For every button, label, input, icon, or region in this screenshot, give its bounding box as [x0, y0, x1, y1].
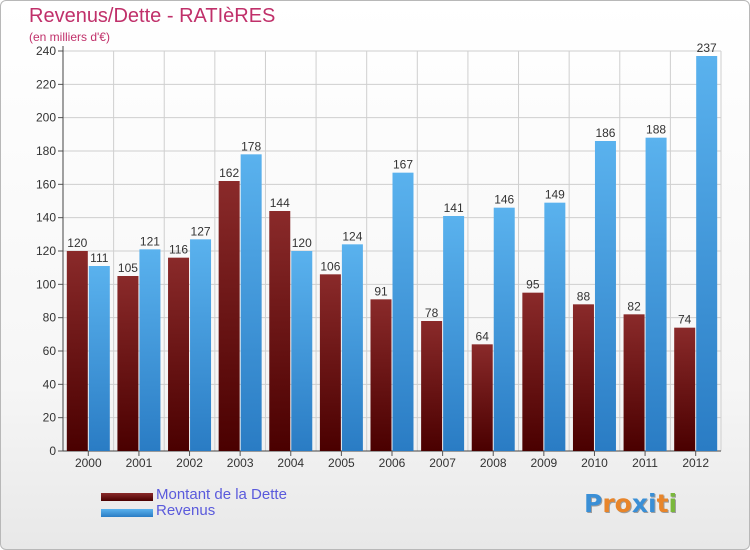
bar-revenus	[341, 244, 363, 451]
bar-dette	[370, 299, 392, 451]
y-tick-label: 140	[36, 211, 56, 225]
data-label-revenus: 149	[545, 188, 565, 202]
logo-letter: o	[614, 489, 632, 518]
chart-subtitle: (en milliers d'€)	[29, 30, 110, 44]
data-label-dette: 64	[476, 329, 490, 343]
y-tick-label: 60	[43, 344, 57, 358]
legend-swatch-revenus	[101, 509, 153, 517]
bar-dette	[168, 257, 190, 451]
data-label-revenus: 146	[494, 193, 514, 207]
logo-letter: t	[656, 489, 669, 518]
y-tick-label: 160	[36, 177, 56, 191]
x-tick-label: 2008	[480, 456, 507, 470]
logo-letter: x	[631, 489, 648, 518]
bar-revenus	[190, 239, 212, 451]
grid-lines	[62, 50, 722, 452]
x-tick-label: 2012	[682, 456, 709, 470]
data-label-revenus: 127	[191, 224, 211, 238]
bars	[66, 56, 718, 452]
data-label-dette: 78	[425, 306, 439, 320]
y-tick-label: 100	[36, 277, 56, 291]
logo-letter: i	[648, 489, 657, 518]
x-tick-label: 2001	[126, 456, 153, 470]
bar-dette	[269, 211, 291, 451]
bar-revenus	[645, 137, 667, 451]
data-label-dette: 105	[118, 261, 138, 275]
chart-title: Revenus/Dette - RATIèRES	[29, 5, 276, 27]
bar-dette	[421, 321, 443, 451]
bar-dette	[319, 274, 341, 451]
data-label-revenus: 186	[595, 126, 615, 140]
data-label-dette: 88	[577, 289, 591, 303]
data-label-dette: 144	[270, 196, 290, 210]
y-tick-label: 200	[36, 111, 56, 125]
data-labels: 1201111051211161271621781441201061249116…	[67, 41, 717, 343]
bar-revenus	[594, 141, 616, 451]
bar-dette	[623, 314, 645, 451]
logo-letter: P	[584, 489, 603, 518]
proxiti-logo: Proxiti	[584, 489, 677, 518]
x-tick-label: 2009	[530, 456, 557, 470]
data-label-dette: 95	[526, 278, 540, 292]
bar-revenus	[88, 266, 110, 451]
x-tick-label: 2011	[632, 456, 658, 470]
bar-revenus	[240, 154, 262, 452]
bar-dette	[674, 327, 696, 451]
x-tick-label: 2004	[277, 456, 304, 470]
y-tick-label: 0	[49, 444, 56, 458]
x-tick-label: 2000	[75, 456, 102, 470]
y-tick-label: 180	[36, 144, 56, 158]
data-label-dette: 162	[219, 166, 239, 180]
data-label-dette: 82	[627, 299, 641, 313]
x-tick-label: 2002	[176, 456, 203, 470]
data-label-revenus: 188	[646, 123, 666, 137]
bar-revenus	[544, 202, 566, 451]
y-tick-label: 80	[43, 311, 57, 325]
bar-revenus	[443, 216, 465, 451]
data-label-revenus: 178	[241, 139, 261, 153]
legend-swatch-dette	[101, 493, 153, 501]
bar-dette	[117, 276, 139, 451]
data-label-dette: 120	[67, 236, 87, 250]
logo-letter: r	[602, 489, 615, 518]
bar-dette	[471, 344, 493, 451]
x-tick-label: 2007	[429, 456, 456, 470]
data-label-revenus: 124	[342, 229, 362, 243]
data-label-revenus: 120	[292, 236, 312, 250]
data-label-revenus: 237	[697, 41, 717, 55]
y-tick-label: 240	[36, 44, 56, 58]
y-tick-label: 120	[36, 244, 56, 258]
x-tick-label: 2006	[379, 456, 406, 470]
y-tick-label: 220	[36, 77, 56, 91]
legend-label-revenus: Revenus	[156, 502, 216, 519]
bar-revenus	[493, 207, 515, 451]
bar-revenus	[139, 249, 161, 451]
bar-revenus	[291, 251, 313, 451]
data-label-revenus: 121	[140, 234, 160, 248]
bar-dette	[218, 181, 240, 451]
legend-label-dette: Montant de la Dette	[156, 486, 287, 503]
data-label-dette: 74	[678, 313, 692, 327]
logo-letter: i	[668, 489, 678, 518]
data-label-revenus: 167	[393, 158, 413, 172]
x-tick-label: 2005	[328, 456, 355, 470]
bar-revenus	[392, 172, 414, 451]
y-tick-label: 40	[43, 377, 57, 391]
data-label-dette: 116	[169, 243, 188, 257]
data-label-dette: 106	[320, 259, 340, 273]
data-label-revenus: 111	[90, 251, 109, 265]
x-tick-label: 2003	[227, 456, 254, 470]
bar-dette	[572, 304, 594, 451]
y-tick-label: 20	[43, 411, 57, 425]
x-tick-label: 2010	[581, 456, 608, 470]
bar-dette	[522, 292, 544, 451]
bar-dette	[66, 251, 88, 451]
data-label-revenus: 141	[444, 201, 464, 215]
data-label-dette: 91	[374, 284, 388, 298]
bar-revenus	[696, 56, 718, 451]
